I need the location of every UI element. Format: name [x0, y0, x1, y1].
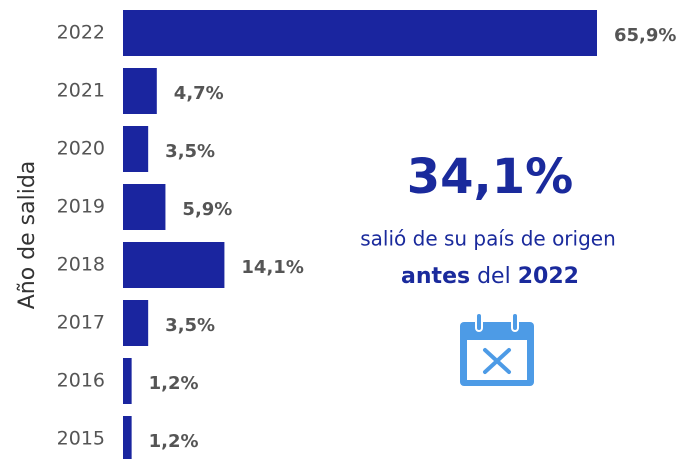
- y-tick-label: 2019: [57, 196, 105, 218]
- data-label: 3,5%: [165, 315, 215, 336]
- data-label: 3,5%: [165, 141, 215, 162]
- annotation-bold: antes: [401, 264, 470, 289]
- y-tick-label: 2016: [57, 370, 105, 392]
- bar: [123, 358, 132, 404]
- y-axis-label: Año de salida: [15, 161, 40, 310]
- bar: [123, 184, 166, 230]
- y-tick-label: 2015: [57, 428, 105, 450]
- calendar-icon: [460, 312, 534, 386]
- bar: [123, 416, 132, 459]
- y-tick-label: 2021: [57, 80, 105, 102]
- bar: [123, 68, 157, 114]
- y-tick-label: 2017: [57, 312, 105, 334]
- y-tick-label: 2020: [57, 138, 105, 160]
- bar: [123, 10, 597, 56]
- data-label: 5,9%: [182, 199, 232, 220]
- annotation-regular: del: [477, 264, 511, 289]
- annotation-bold: 2022: [518, 264, 579, 289]
- annotation-headline: 34,1%: [407, 149, 574, 205]
- y-tick-label: 2022: [57, 22, 105, 44]
- data-label: 1,2%: [149, 373, 199, 394]
- bar: [123, 300, 149, 346]
- data-label: 1,2%: [149, 431, 199, 452]
- data-label: 65,9%: [614, 25, 676, 46]
- bar: [123, 126, 149, 172]
- annotation-text: salió de su país de origen: [360, 227, 616, 251]
- annotation-text: antes del 2022: [401, 264, 579, 289]
- y-tick-label: 2018: [57, 254, 105, 276]
- bar: [123, 242, 225, 288]
- data-label: 14,1%: [241, 257, 303, 278]
- data-label: 4,7%: [174, 83, 224, 104]
